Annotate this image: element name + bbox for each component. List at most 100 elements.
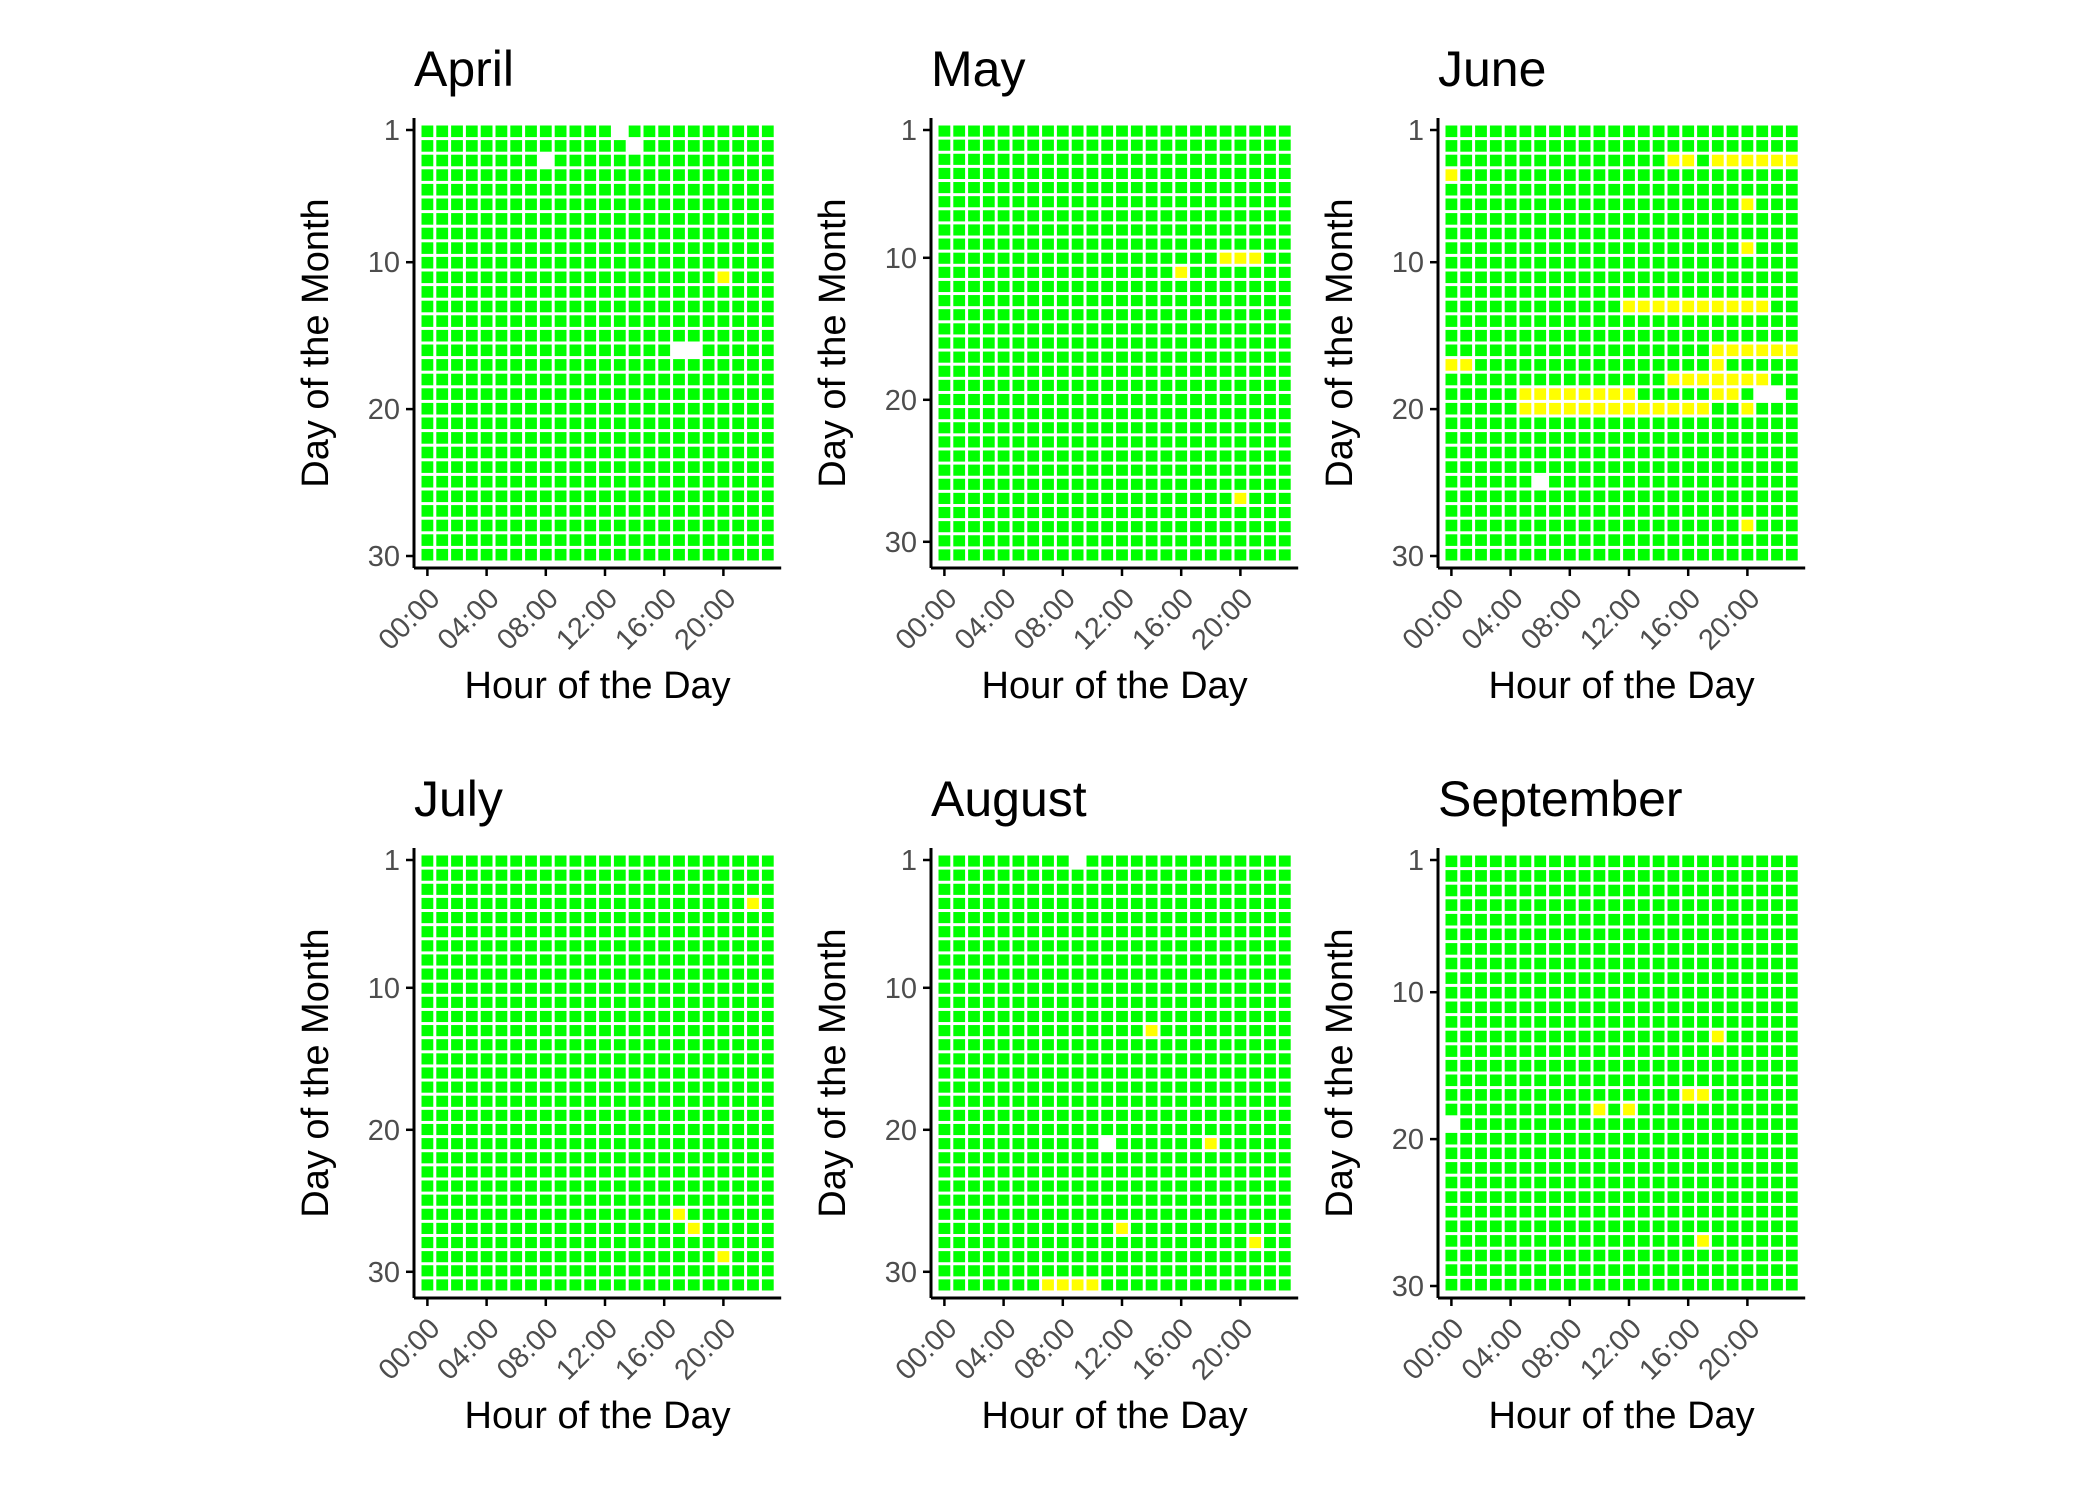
- heatmap-cell: [1116, 365, 1128, 377]
- heatmap-cell: [658, 519, 671, 532]
- heatmap-cell: [1623, 183, 1635, 196]
- heatmap-cell: [436, 1152, 449, 1164]
- heatmap-cell: [525, 490, 537, 503]
- heatmap-cell: [1489, 154, 1502, 167]
- heatmap-cell: [1637, 1059, 1650, 1072]
- heatmap-cell: [1711, 519, 1724, 532]
- heatmap-cell: [495, 1095, 508, 1107]
- heatmap-cell: [1445, 271, 1458, 284]
- heatmap-cell: [1116, 167, 1128, 180]
- heatmap-cell: [1116, 153, 1128, 165]
- heatmap-cell: [732, 1251, 745, 1263]
- heatmap-cell: [982, 379, 995, 391]
- heatmap-cell: [525, 315, 537, 327]
- heatmap-cell: [421, 1095, 434, 1107]
- heatmap-cell: [1460, 329, 1473, 342]
- heatmap-cell: [421, 968, 434, 980]
- heatmap-cell: [1489, 213, 1502, 225]
- heatmap-cell: [938, 139, 951, 151]
- heatmap-cell: [1071, 408, 1084, 420]
- heatmap-cell: [1504, 125, 1517, 138]
- heatmap-cell: [1116, 506, 1128, 519]
- heatmap-cell: [1219, 996, 1232, 1008]
- heatmap-cell: [643, 968, 656, 980]
- heatmap-cell: [495, 954, 508, 966]
- heatmap-cell: [1578, 125, 1591, 138]
- heatmap-cell: [1101, 1194, 1114, 1206]
- heatmap-cell: [673, 315, 685, 327]
- heatmap-cell: [465, 402, 478, 415]
- heatmap-cell: [968, 521, 980, 533]
- heatmap-cell: [525, 300, 537, 313]
- heatmap-cell: [1756, 242, 1769, 254]
- heatmap-cell: [1056, 1208, 1069, 1220]
- heatmap-cell: [1460, 870, 1473, 882]
- heatmap-cell: [1475, 315, 1487, 327]
- heatmap-cell: [1682, 913, 1695, 926]
- heatmap-cell: [953, 912, 966, 924]
- heatmap-cell: [1741, 315, 1754, 327]
- heatmap-cell: [717, 1138, 730, 1150]
- heatmap-cell: [1726, 972, 1739, 984]
- heatmap-cell: [451, 1208, 463, 1220]
- heatmap-cell: [1190, 521, 1202, 533]
- heatmap-cell: [1489, 1264, 1502, 1276]
- heatmap-cell: [1056, 436, 1069, 448]
- heatmap-cell: [1578, 1059, 1591, 1072]
- heatmap-cell: [599, 1025, 611, 1037]
- heatmap-cell: [953, 1109, 966, 1121]
- heatmap-cell: [761, 213, 774, 225]
- heatmap-cell: [525, 271, 537, 284]
- heatmap-cell: [982, 139, 995, 151]
- heatmap-cell: [702, 519, 715, 532]
- heatmap-cell: [982, 1053, 995, 1065]
- heatmap-cell: [1637, 855, 1650, 868]
- heatmap-cell: [1637, 198, 1650, 211]
- heatmap-cell: [495, 198, 508, 211]
- heatmap-cell: [1219, 1166, 1232, 1178]
- heatmap-cell: [1534, 388, 1547, 400]
- heatmap-cell: [1027, 982, 1040, 994]
- heatmap-cell: [613, 344, 626, 357]
- heatmap-cell: [1175, 125, 1188, 137]
- heatmap-cell: [1175, 1251, 1188, 1263]
- heatmap-cell: [599, 912, 611, 924]
- heatmap-cell: [1249, 1180, 1262, 1192]
- heatmap-cell: [968, 954, 980, 966]
- heatmap-cell: [1445, 169, 1458, 181]
- heatmap-cell: [1756, 402, 1769, 415]
- heatmap-cell: [938, 1010, 951, 1023]
- heatmap-cell: [702, 1138, 715, 1150]
- heatmap-cell: [1460, 1059, 1473, 1072]
- heatmap-cell: [1711, 1205, 1724, 1218]
- heatmap-cell: [732, 1208, 745, 1220]
- heatmap-cell: [465, 912, 478, 924]
- heatmap-cell: [525, 402, 537, 415]
- heatmap-cell: [599, 1152, 611, 1164]
- heatmap-cell: [613, 213, 626, 225]
- heatmap-cell: [968, 182, 980, 194]
- heatmap-cell: [702, 183, 715, 196]
- heatmap-cell: [539, 926, 552, 938]
- heatmap-cell: [1519, 373, 1532, 386]
- heatmap-cell: [997, 1208, 1010, 1220]
- heatmap-cell: [747, 242, 759, 254]
- heatmap-cell: [732, 227, 745, 240]
- heatmap-cell: [628, 954, 641, 966]
- heatmap-cell: [1130, 883, 1143, 895]
- heatmap-cell: [495, 388, 508, 400]
- heatmap-cell: [1489, 344, 1502, 357]
- heatmap-cell: [1785, 300, 1798, 313]
- heatmap-cell: [968, 337, 980, 349]
- heatmap-cell: [1563, 1045, 1576, 1057]
- heatmap-cell: [1593, 256, 1606, 269]
- heatmap-cell: [687, 1138, 700, 1150]
- heatmap-cell: [1534, 315, 1547, 327]
- heatmap-cell: [1534, 972, 1547, 984]
- heatmap-cell: [732, 1039, 745, 1051]
- heatmap-cell: [1549, 271, 1561, 284]
- heatmap-cell: [510, 446, 523, 459]
- heatmap-cell: [1667, 972, 1680, 984]
- heatmap-cell: [1667, 373, 1680, 386]
- heatmap-cell: [480, 1067, 493, 1079]
